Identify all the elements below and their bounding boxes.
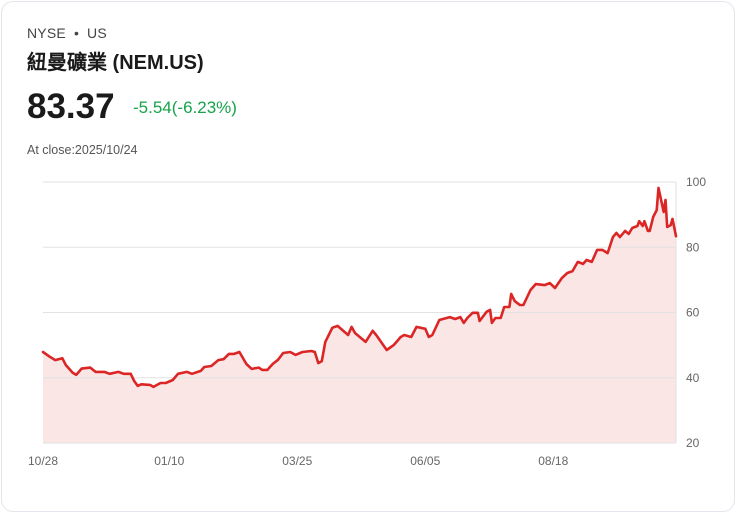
y-tick-label: 20: [686, 436, 700, 450]
close-date: At close:2025/10/24: [27, 143, 138, 157]
price-area-fill: [43, 187, 676, 443]
current-price: 83.37: [27, 87, 115, 126]
x-tick-label: 06/05: [410, 454, 440, 468]
exchange-name: NYSE: [27, 25, 66, 41]
market-name: US: [87, 25, 107, 41]
y-tick-label: 80: [686, 240, 700, 254]
y-tick-label: 60: [686, 306, 700, 320]
stock-title: 紐曼礦業 (NEM.US): [27, 52, 204, 74]
separator-dot: •: [73, 25, 80, 41]
x-tick-label: 10/28: [28, 454, 58, 468]
price-change: -5.54(-6.23%): [133, 98, 237, 117]
y-tick-label: 100: [686, 175, 706, 189]
x-tick-label: 03/25: [282, 454, 312, 468]
price-line: [41, 186, 678, 389]
exchange-line: NYSE • US: [27, 25, 107, 41]
x-tick-label: 08/18: [538, 454, 568, 468]
y-tick-label: 40: [686, 371, 700, 385]
x-tick-label: 01/10: [154, 454, 184, 468]
